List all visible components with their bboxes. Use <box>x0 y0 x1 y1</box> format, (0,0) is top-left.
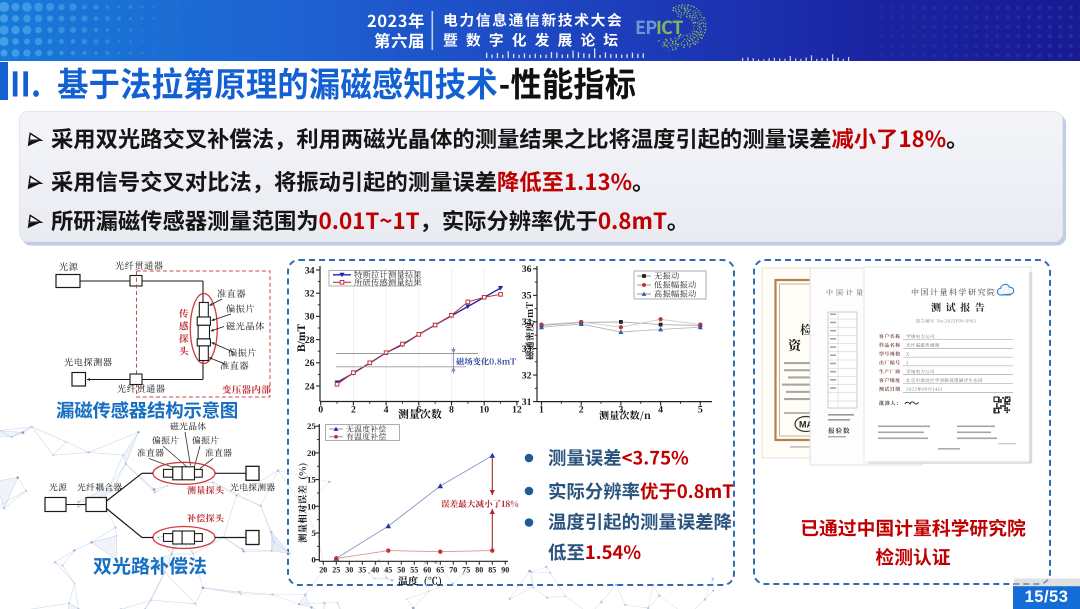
svg-text:35: 35 <box>358 566 366 575</box>
svg-text:26: 26 <box>305 358 315 369</box>
svg-text:28: 28 <box>305 335 315 346</box>
svg-text:25: 25 <box>332 566 340 575</box>
svg-text:25: 25 <box>307 421 316 431</box>
svg-text:31: 31 <box>522 397 532 408</box>
svg-text:4: 4 <box>384 404 389 415</box>
svg-text:75: 75 <box>462 566 470 575</box>
svg-text:35: 35 <box>522 291 532 302</box>
svg-text:0: 0 <box>318 404 323 415</box>
svg-text:90: 90 <box>501 566 509 575</box>
svg-text:30: 30 <box>305 312 315 323</box>
svg-text:8: 8 <box>449 404 454 415</box>
svg-text:20: 20 <box>319 566 327 575</box>
svg-text:65: 65 <box>436 566 444 575</box>
svg-text:10: 10 <box>479 404 489 415</box>
svg-text:15: 15 <box>307 475 316 485</box>
svg-text:1: 1 <box>539 404 544 415</box>
svg-text:40: 40 <box>371 566 379 575</box>
svg-text:36: 36 <box>522 264 532 275</box>
svg-text:0: 0 <box>311 555 316 565</box>
svg-text:5: 5 <box>698 404 703 415</box>
svg-text:55: 55 <box>410 566 418 575</box>
svg-text:80: 80 <box>475 566 483 575</box>
svg-text:70: 70 <box>449 566 457 575</box>
svg-text:33: 33 <box>522 344 532 355</box>
svg-text:32: 32 <box>305 289 315 300</box>
svg-text:45: 45 <box>384 566 392 575</box>
svg-text:MA: MA <box>799 420 813 430</box>
svg-text:85: 85 <box>488 566 496 575</box>
svg-text:34: 34 <box>305 265 315 276</box>
svg-text:2: 2 <box>579 404 584 415</box>
svg-text:20: 20 <box>307 448 316 458</box>
svg-text:30: 30 <box>345 566 353 575</box>
svg-text:50: 50 <box>397 566 405 575</box>
svg-text:6: 6 <box>416 404 421 415</box>
svg-text:4: 4 <box>658 404 663 415</box>
svg-text:5: 5 <box>311 528 316 538</box>
svg-text:60: 60 <box>423 566 431 575</box>
svg-text:10: 10 <box>307 501 316 511</box>
svg-text:3: 3 <box>618 404 623 415</box>
svg-text:12: 12 <box>512 404 522 415</box>
svg-text:32: 32 <box>522 370 532 381</box>
svg-text:2: 2 <box>351 404 356 415</box>
svg-text:24: 24 <box>305 381 315 392</box>
svg-text:B/mT: B/mT <box>296 324 308 352</box>
